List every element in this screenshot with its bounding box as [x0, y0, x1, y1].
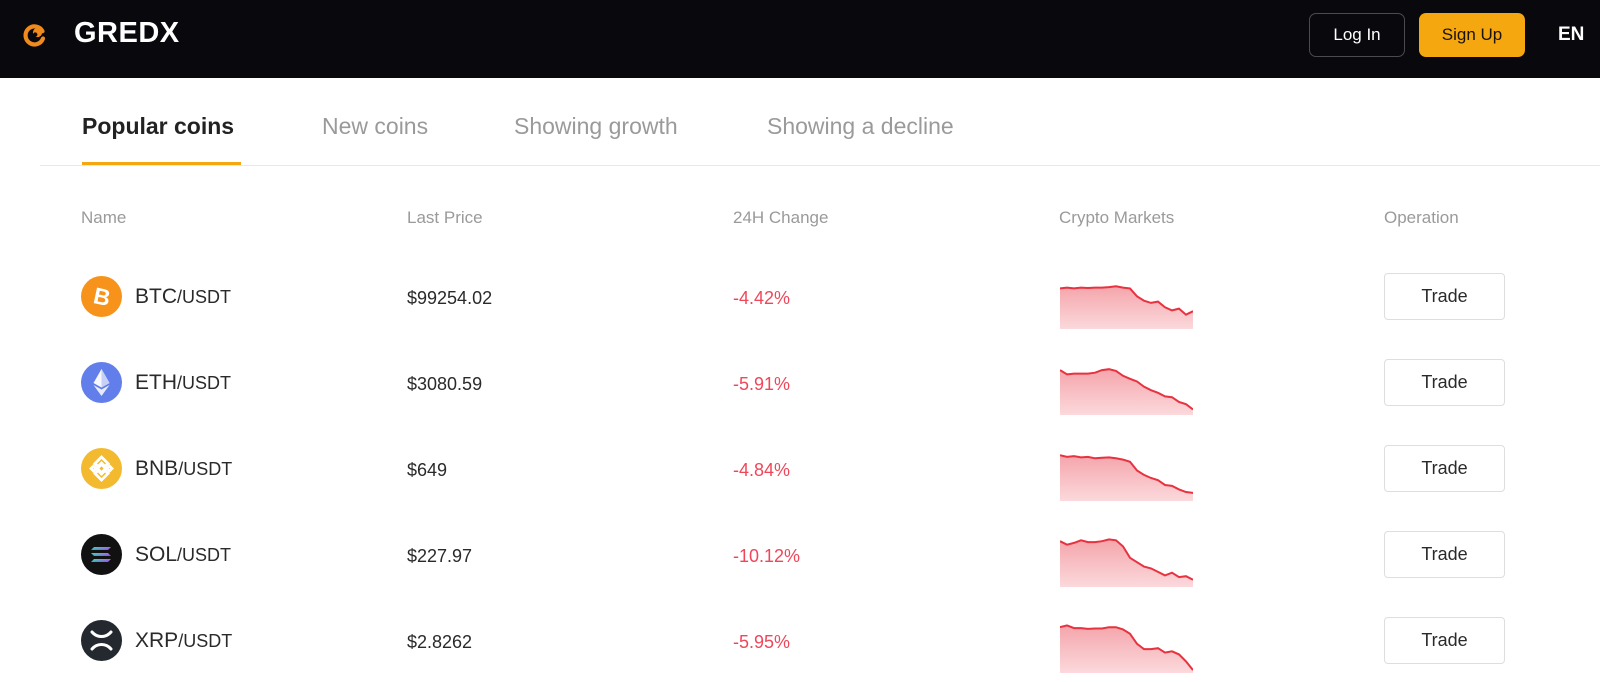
coin-category-tabs: Popular coins New coins Showing growth S… — [40, 78, 1600, 166]
trade-button[interactable]: Trade — [1384, 359, 1505, 406]
tab-popular-coins[interactable]: Popular coins — [82, 113, 235, 139]
base-asset: BTC — [135, 285, 177, 308]
24h-change: -4.84% — [733, 460, 791, 480]
tab-showing-growth[interactable]: Showing growth — [514, 113, 678, 139]
column-header-operation: Operation — [1384, 208, 1459, 227]
market-sparkline — [1059, 623, 1194, 673]
table-row: B BTC/USDT $99254.02 -4.42% Trade — [0, 252, 1600, 338]
column-header-name: Name — [81, 208, 127, 227]
quote-asset: /USDT — [177, 373, 231, 393]
column-header-24h-change: 24H Change — [733, 208, 829, 227]
24h-change: -5.91% — [733, 374, 791, 394]
trade-button[interactable]: Trade — [1384, 531, 1505, 578]
trading-pair[interactable]: SOL/USDT — [135, 543, 231, 567]
last-price: $227.97 — [407, 546, 473, 566]
sparkline-line — [1059, 538, 1194, 581]
market-sparkline — [1059, 365, 1194, 415]
tab-new-coins[interactable]: New coins — [322, 113, 429, 139]
eth-icon — [81, 362, 122, 403]
active-tab-indicator — [82, 162, 241, 165]
market-sparkline — [1059, 279, 1194, 329]
base-asset: SOL — [135, 543, 178, 566]
top-navigation-bar: GREDX Log In Sign Up EN — [0, 0, 1600, 78]
xrp-icon — [81, 620, 122, 661]
24h-change: -5.95% — [733, 632, 791, 652]
sparkline-area — [1060, 369, 1193, 415]
table-row: ETH/USDT $3080.59 -5.91% Trade — [0, 338, 1600, 424]
language-selector[interactable]: EN — [1558, 24, 1585, 45]
sol-icon — [81, 534, 122, 575]
sparkline-area — [1060, 455, 1193, 501]
column-header-last-price: Last Price — [407, 208, 483, 227]
quote-asset: /USDT — [178, 459, 233, 479]
bnb-icon — [81, 448, 122, 489]
24h-change: -10.12% — [733, 546, 801, 566]
last-price: $3080.59 — [407, 374, 483, 394]
sparkline-line — [1059, 454, 1194, 494]
trading-pair[interactable]: XRP/USDT — [135, 629, 232, 653]
trading-pair[interactable]: BTC/USDT — [135, 285, 231, 309]
base-asset: ETH — [135, 371, 177, 394]
sparkline-area — [1060, 286, 1193, 329]
tab-showing-a-decline[interactable]: Showing a decline — [767, 113, 954, 139]
brand-name[interactable]: GREDX — [74, 17, 180, 49]
quote-asset: /USDT — [178, 631, 233, 651]
market-sparkline — [1059, 451, 1194, 501]
trade-button[interactable]: Trade — [1384, 273, 1505, 320]
table-row: BNB/USDT $649 -4.84% Trade — [0, 424, 1600, 510]
last-price: $99254.02 — [407, 288, 493, 308]
log-in-button[interactable]: Log In — [1309, 13, 1405, 57]
market-sparkline — [1059, 537, 1194, 587]
table-row: XRP/USDT $2.8262 -5.95% Trade — [0, 596, 1600, 682]
quote-asset: /USDT — [177, 287, 231, 307]
trade-button[interactable]: Trade — [1384, 445, 1505, 492]
svg-text:B: B — [91, 282, 113, 311]
sparkline-area — [1060, 625, 1193, 673]
base-asset: BNB — [135, 457, 179, 480]
btc-icon: B — [81, 276, 122, 317]
column-header-crypto-markets: Crypto Markets — [1059, 208, 1175, 227]
sign-up-button[interactable]: Sign Up — [1419, 13, 1525, 57]
24h-change: -4.42% — [733, 288, 791, 308]
table-row: SOL/USDT $227.97 -10.12% Trade — [0, 510, 1600, 596]
last-price: $2.8262 — [407, 632, 473, 652]
last-price: $649 — [407, 460, 448, 480]
sparkline-line — [1059, 624, 1194, 671]
sparkline-area — [1060, 539, 1193, 587]
trading-pair[interactable]: ETH/USDT — [135, 371, 231, 395]
trade-button[interactable]: Trade — [1384, 617, 1505, 664]
quote-asset: /USDT — [177, 545, 232, 565]
sparkline-line — [1059, 285, 1194, 316]
gredx-logo-icon[interactable] — [22, 22, 48, 48]
trading-pair[interactable]: BNB/USDT — [135, 457, 232, 481]
sparkline-line — [1059, 368, 1194, 411]
base-asset: XRP — [135, 629, 179, 652]
